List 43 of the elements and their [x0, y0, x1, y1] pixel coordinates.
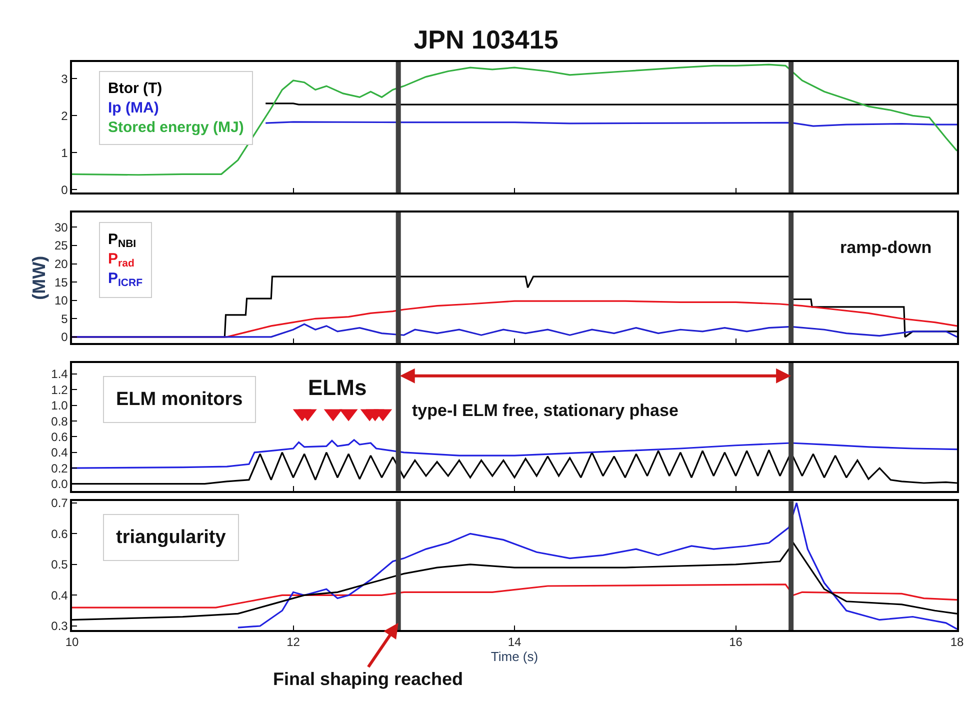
y-tick-label: 5 [61, 312, 68, 326]
y-tick-label: 0.2 [51, 461, 68, 476]
y-tick-label: 30 [54, 220, 68, 234]
annotation: triangularity [116, 527, 226, 548]
y-tick-label: 3 [61, 72, 68, 86]
annotation: type-I ELM free, stationary phase [412, 401, 678, 420]
y-tick-label: 1.2 [51, 382, 68, 397]
annotation: ELM monitors [116, 389, 243, 410]
y-tick-label: 0.4 [51, 588, 68, 602]
text: P$_{NBI}$ [108, 231, 136, 250]
y-tick-label: 0.8 [51, 414, 68, 428]
y-tick-label: 1 [61, 146, 68, 160]
text: P$_{ICRF}$ [108, 270, 144, 290]
y-tick-label: 20 [54, 256, 68, 271]
x-tick-label: 14 [508, 635, 522, 650]
y-tick-label: 0.4 [51, 446, 68, 460]
y-tick-label: 25 [54, 238, 68, 253]
x-axis-title: Time (s) [490, 649, 538, 664]
y-tick-label: 10 [54, 294, 68, 308]
y-tick-label: 0.7 [51, 496, 68, 510]
x-tick-label: 16 [729, 635, 743, 650]
y-tick-label: 0.5 [51, 558, 68, 572]
annotation: ELMs [308, 375, 367, 400]
y-tick-label: 15 [54, 275, 68, 290]
y-tick-label: 2 [61, 108, 68, 123]
text: P$_{rad}$ [108, 250, 134, 270]
y-tick-label: 0.6 [51, 430, 68, 444]
series-label: Stored energy (MJ) [108, 119, 244, 136]
y-tick-label: 0 [61, 330, 68, 344]
text: Btor (T) [108, 80, 162, 97]
y-tick-label: 0.3 [51, 619, 68, 634]
annotation: ramp-down [840, 238, 932, 257]
x-tick-label: 18 [950, 635, 964, 650]
y-tick-label: 0.0 [51, 476, 68, 491]
annotation: Final shaping reached [273, 669, 464, 689]
text: Ip (MA) [108, 100, 159, 116]
y-tick-label: 1.0 [51, 398, 68, 413]
y-axis-title: (MW) [29, 256, 50, 300]
x-tick-label: 12 [286, 635, 300, 650]
y-tick-label: 0 [61, 182, 68, 197]
chart-title: JPN 103415 [414, 24, 558, 54]
y-tick-label: 0.6 [51, 526, 68, 541]
y-tick-label: 1.4 [51, 367, 68, 382]
